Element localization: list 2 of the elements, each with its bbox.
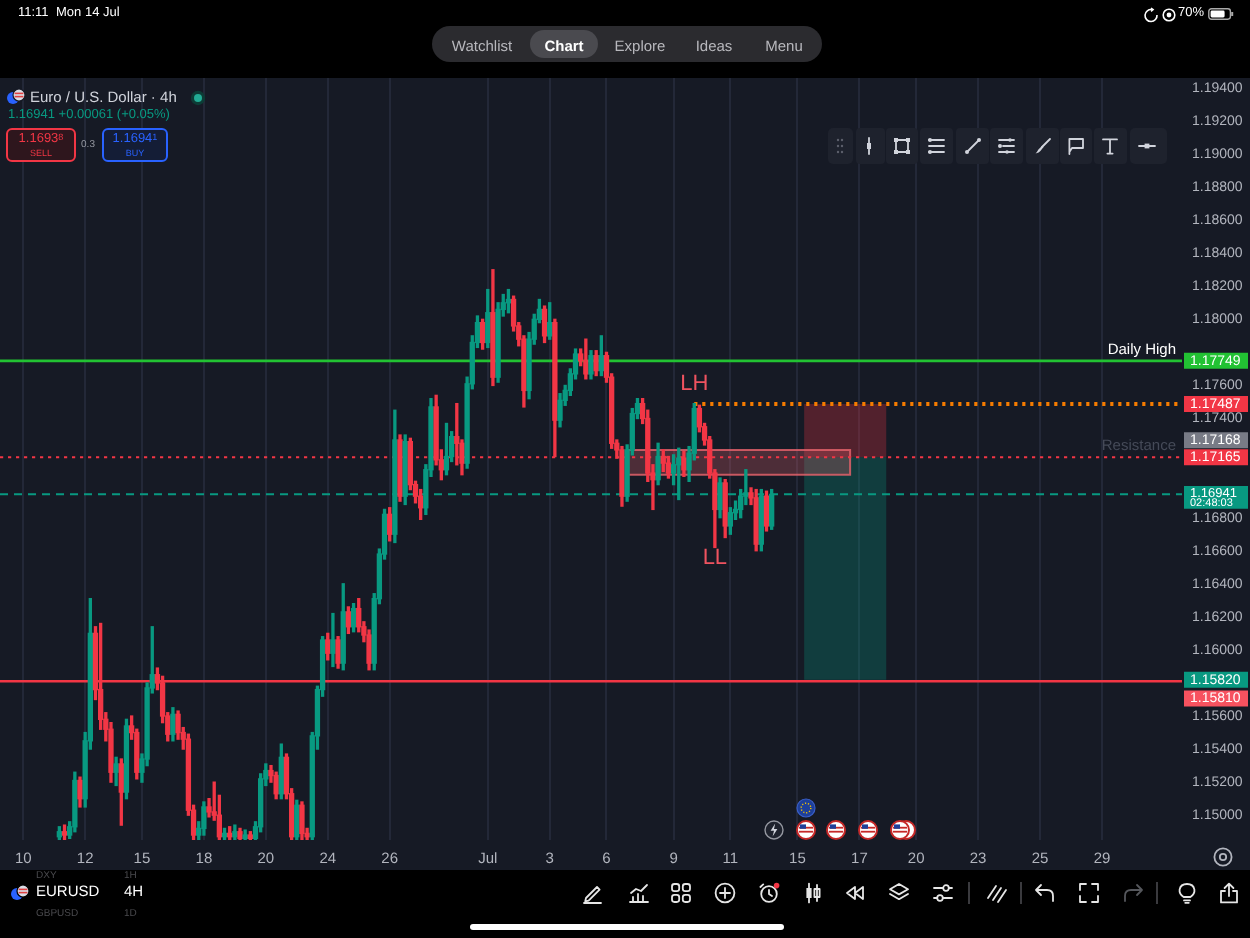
annotation: LH <box>680 371 709 396</box>
annotation: LL <box>702 546 728 571</box>
